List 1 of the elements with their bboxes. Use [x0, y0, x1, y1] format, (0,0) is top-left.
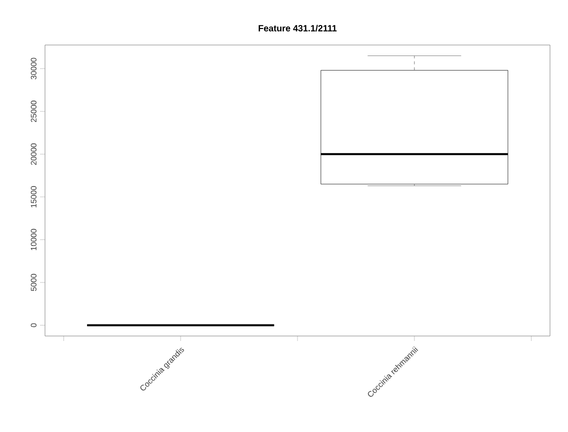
- chart-title: Feature 431.1/2111: [258, 24, 337, 32]
